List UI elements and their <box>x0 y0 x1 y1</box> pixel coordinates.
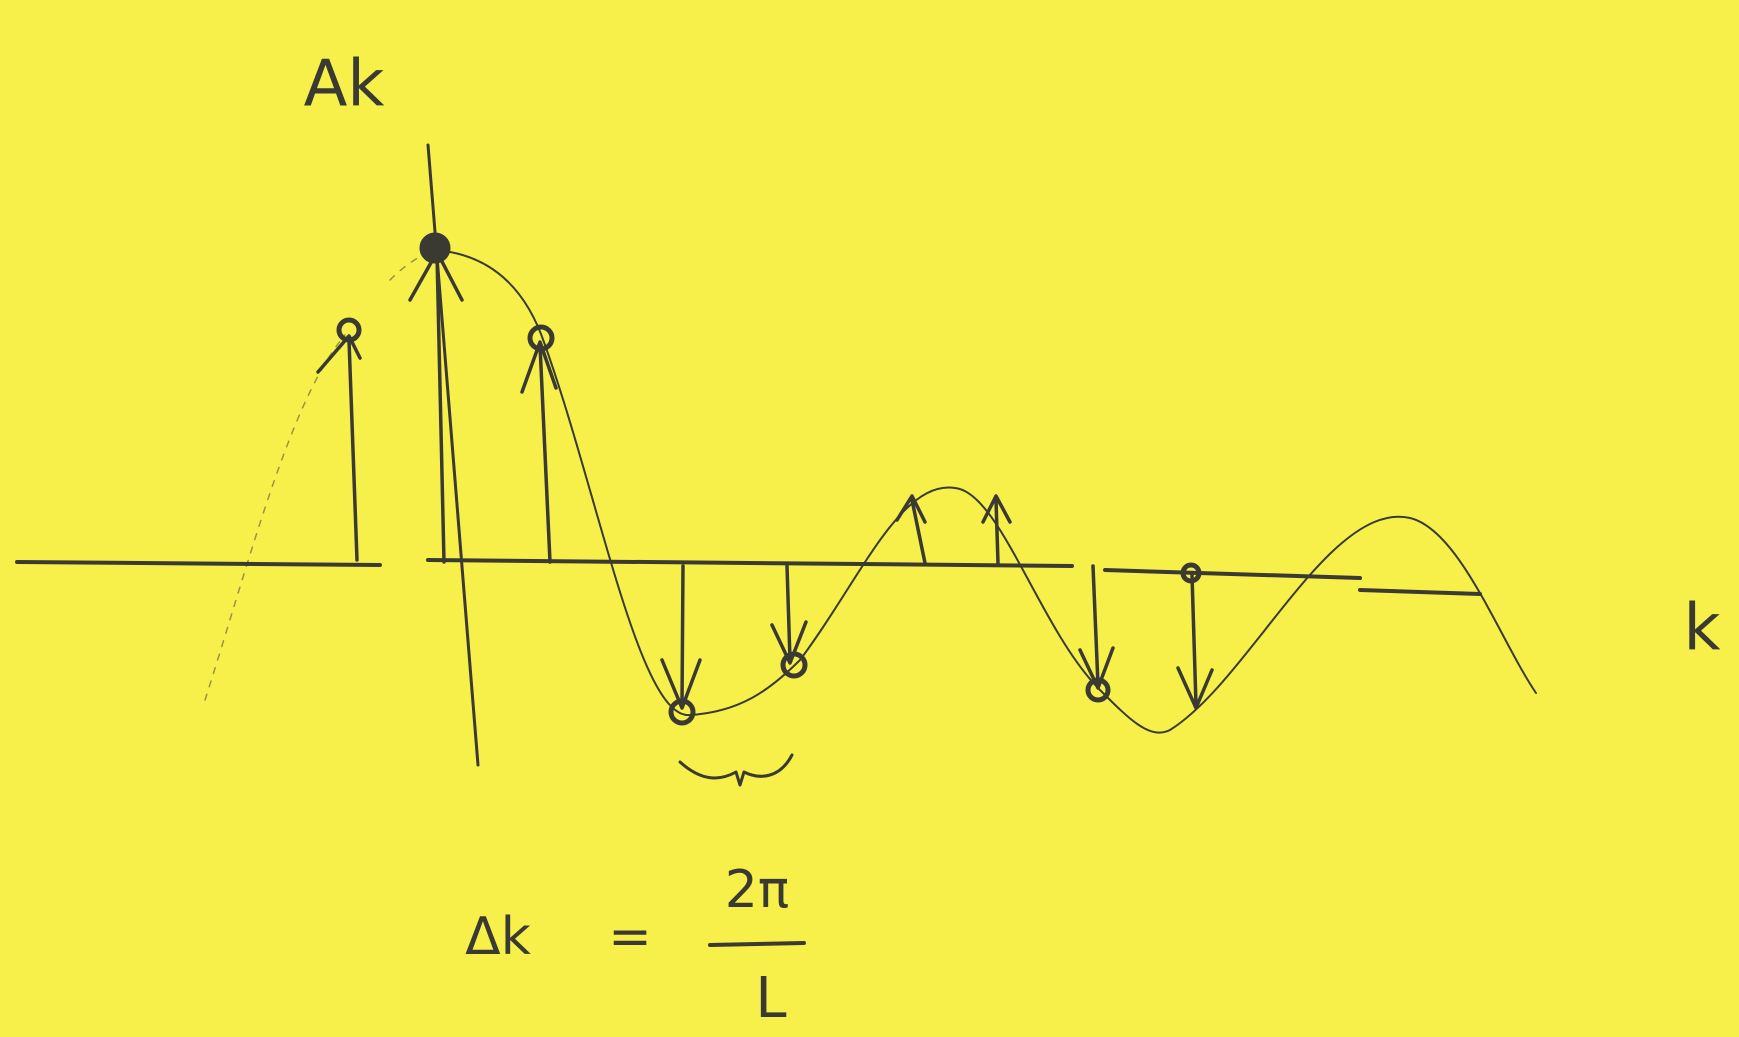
x-axis-label: k <box>1683 592 1720 666</box>
formula-equals: = <box>608 907 652 967</box>
fraction-bar <box>710 943 804 945</box>
formula-numerator: 2π <box>725 860 789 920</box>
formula-denominator: L <box>755 966 786 1031</box>
sketch: Ak k Δk = 2π L <box>0 0 1739 1037</box>
y-axis-label: Ak <box>304 48 385 122</box>
formula-lhs: Δk <box>465 907 531 967</box>
paper <box>0 0 1739 1037</box>
